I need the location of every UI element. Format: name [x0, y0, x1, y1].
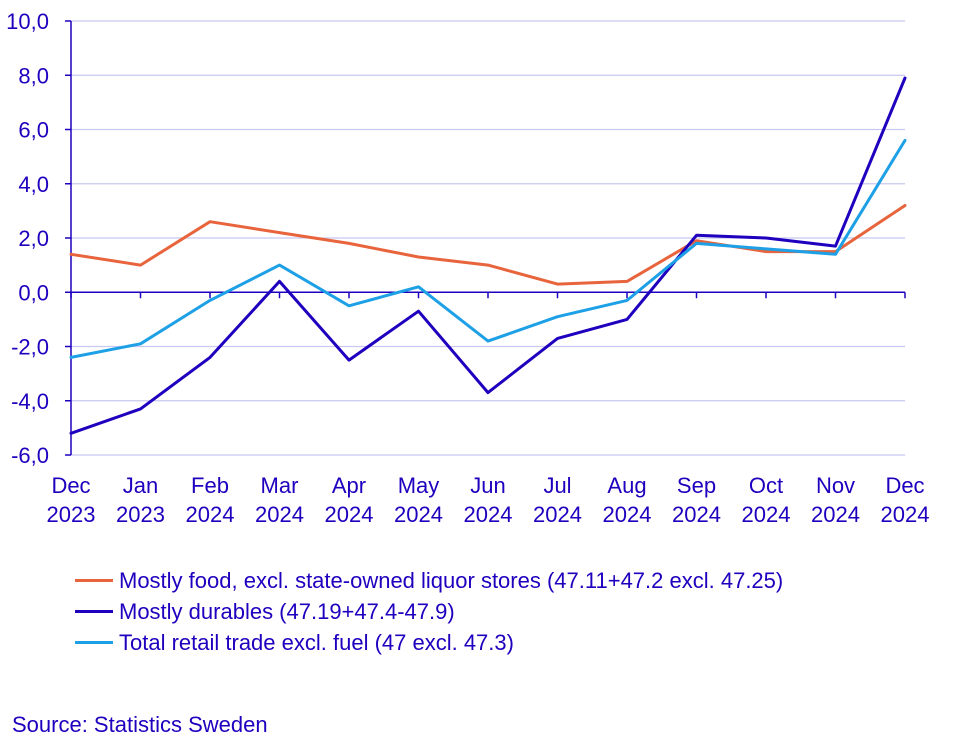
y-tick-label: -4,0 — [11, 389, 49, 414]
x-tick-label-month: Mar — [261, 473, 299, 498]
line-chart: -6,0 -4,0 -2,0 0,0 2,0 4,0 6,0 8,0 10,0 Dec 2023 Ja… — [6, 9, 929, 527]
x-tick-label-month: Jun — [470, 473, 505, 498]
x-tick-label-month: Aug — [607, 473, 646, 498]
y-tick-label: 4,0 — [18, 172, 49, 197]
x-tick-label-year: 2024 — [394, 502, 443, 527]
x-tick-label-month: Sep — [677, 473, 716, 498]
x-tick-label-month: Apr — [332, 473, 366, 498]
x-tick-label-year: 2024 — [464, 502, 513, 527]
x-tick-label-year: 2023 — [47, 502, 96, 527]
x-tick-label-month: Dec — [885, 473, 924, 498]
legend-item-durables: Mostly durables (47.19+47.4-47.9) — [75, 596, 783, 627]
x-tick-label-year: 2024 — [742, 502, 791, 527]
series-line-total — [69, 138, 907, 359]
y-tick-label: -6,0 — [11, 443, 49, 468]
y-tick-label: 8,0 — [18, 63, 49, 88]
tick-labels: -6,0 -4,0 -2,0 0,0 2,0 4,0 6,0 8,0 10,0 Dec 2023 Ja… — [6, 9, 929, 527]
legend-item-total: Total retail trade excl. fuel (47 excl. … — [75, 627, 783, 658]
legend-swatch-food — [75, 579, 113, 582]
y-tick-label: 2,0 — [18, 226, 49, 251]
axes — [65, 20, 906, 456]
source-note: Source: Statistics Sweden — [12, 712, 268, 737]
y-tick-label: -2,0 — [11, 335, 49, 360]
legend-swatch-durables — [75, 610, 113, 613]
series-lines — [69, 76, 907, 435]
y-tick-label: 0,0 — [18, 280, 49, 305]
legend-label-food: Mostly food, excl. state-owned liquor st… — [119, 567, 784, 593]
x-tick-label-month: Oct — [749, 473, 783, 498]
x-tick-label-month: Jan — [123, 473, 158, 498]
y-tick-label: 6,0 — [18, 118, 49, 143]
x-tick-label-year: 2024 — [186, 502, 235, 527]
y-tick-label: 10,0 — [6, 9, 49, 34]
series-line-durables — [69, 76, 907, 435]
x-tick-label-year: 2024 — [811, 502, 860, 527]
legend: Mostly food, excl. state-owned liquor st… — [75, 565, 783, 658]
x-tick-label-year: 2024 — [533, 502, 582, 527]
x-tick-label-year: 2024 — [603, 502, 652, 527]
x-tick-label-month: Dec — [51, 473, 90, 498]
x-tick-label-month: Feb — [191, 473, 229, 498]
legend-label-durables: Mostly durables (47.19+47.4-47.9) — [119, 598, 455, 624]
legend-label-total: Total retail trade excl. fuel (47 excl. … — [119, 629, 514, 655]
x-tick-label-year: 2023 — [116, 502, 165, 527]
x-tick-label-month: Nov — [816, 473, 855, 498]
x-tick-label-year: 2024 — [672, 502, 721, 527]
x-tick-label-month: Jul — [543, 473, 571, 498]
x-tick-label-year: 2024 — [881, 502, 930, 527]
grid-lines — [71, 20, 905, 456]
legend-item-food: Mostly food, excl. state-owned liquor st… — [75, 565, 783, 596]
x-tick-label-year: 2024 — [325, 502, 374, 527]
series-line-food — [69, 204, 907, 286]
x-tick-label-year: 2024 — [255, 502, 304, 527]
legend-swatch-total — [75, 641, 113, 644]
chart-svg: -6,0 -4,0 -2,0 0,0 2,0 4,0 6,0 8,0 10,0 Dec 2023 Ja… — [6, 9, 929, 527]
x-tick-label-month: May — [398, 473, 440, 498]
